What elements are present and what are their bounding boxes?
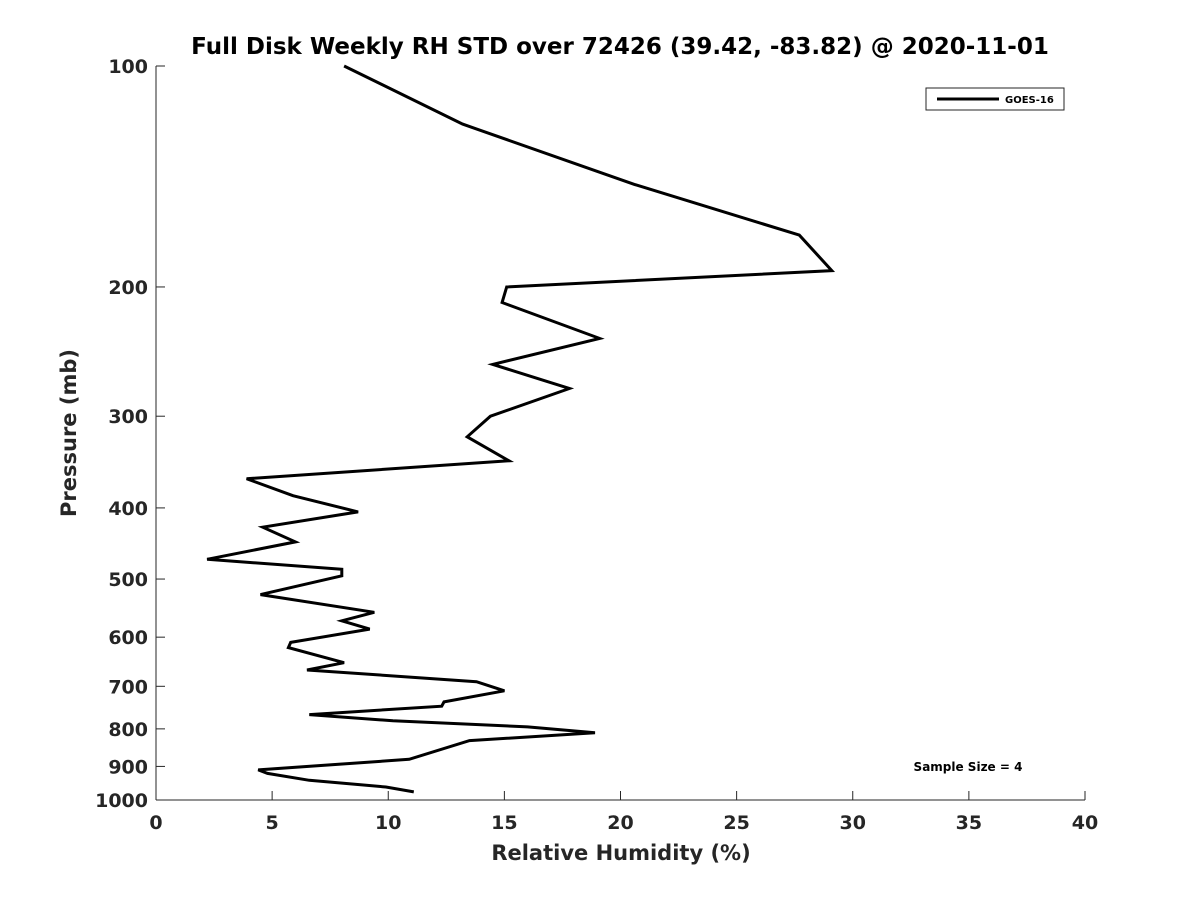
- x-axis-ticks: 0 5 10 15 20 25 30 35 40: [149, 791, 1098, 834]
- x-tick-label: 10: [375, 812, 401, 834]
- series-layer: [206, 64, 836, 794]
- series-line-goes-16: [206, 64, 836, 794]
- y-tick-label: 500: [108, 569, 148, 591]
- y-tick-label: 100: [108, 56, 148, 78]
- legend: GOES-16: [925, 87, 1065, 111]
- x-tick-label: 40: [1072, 812, 1098, 834]
- y-tick-label: 700: [108, 676, 148, 698]
- y-tick-label: 400: [108, 498, 148, 520]
- x-tick-label: 5: [266, 812, 279, 834]
- y-axis-ticks: 100 200 300 400 500 600 700 800 900 1000: [95, 56, 165, 812]
- x-tick-label: 15: [491, 812, 517, 834]
- y-tick-label: 900: [108, 756, 148, 778]
- x-tick-label: 20: [607, 812, 633, 834]
- y-tick-label: 800: [108, 719, 148, 741]
- x-tick-label: 30: [840, 812, 866, 834]
- x-tick-label: 0: [149, 812, 162, 834]
- x-axis-label: Relative Humidity (%): [491, 841, 750, 865]
- y-axis-label: Pressure (mb): [57, 349, 81, 517]
- y-tick-label: 200: [108, 277, 148, 299]
- legend-label-goes-16: GOES-16: [1005, 95, 1054, 106]
- y-tick-label: 600: [108, 627, 148, 649]
- sample-size-annotation: Sample Size = 4: [914, 760, 1023, 774]
- y-tick-label: 300: [108, 406, 148, 428]
- chart-title: Full Disk Weekly RH STD over 72426 (39.4…: [191, 34, 1049, 60]
- y-tick-label: 1000: [95, 790, 148, 812]
- x-tick-label: 25: [723, 812, 749, 834]
- x-tick-label: 35: [956, 812, 982, 834]
